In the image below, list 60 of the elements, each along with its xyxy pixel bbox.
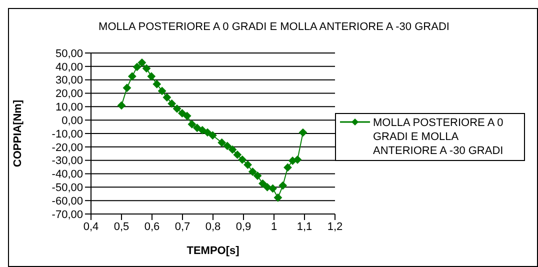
y-tick-label: 0,00	[62, 114, 83, 127]
y-tick-label: -20,00	[52, 142, 83, 154]
point	[188, 120, 196, 128]
point	[168, 100, 176, 108]
x-tick-label: 0,4	[83, 220, 99, 233]
point	[208, 131, 217, 140]
point	[193, 124, 202, 132]
x-tick-label: 0,7	[174, 220, 190, 233]
y-tick-label: -60,00	[52, 195, 83, 208]
x-tick-label: 0,9	[236, 220, 252, 233]
y-tick-label: 50,00	[55, 48, 83, 60]
chart-title: MOLLA POSTERIORE A 0 GRADI E MOLLA ANTERIORE A -30 GRADI	[98, 21, 450, 33]
y-tick-label: -30,00	[52, 155, 83, 168]
point	[183, 112, 192, 120]
x-tick-label: 0,6	[144, 220, 160, 233]
point	[138, 58, 146, 67]
y-tick-label: -70,00	[52, 208, 83, 221]
y-tick-label: 20,00	[55, 88, 83, 100]
point	[128, 72, 136, 80]
point	[173, 104, 182, 113]
point	[118, 101, 126, 110]
point	[158, 86, 166, 95]
point	[298, 128, 307, 137]
point	[274, 194, 282, 202]
point	[284, 163, 292, 172]
x-tick-label: 1,1	[296, 220, 312, 233]
point	[142, 64, 151, 72]
legend-label: MOLLA POSTERIORE A 0 GRADI E MOLLA ANTERIORE A -30 GRADI	[373, 116, 504, 158]
y-axis-title: COPPIA[Nm]	[12, 100, 24, 168]
point	[263, 183, 272, 192]
x-tick-label: 0,8	[205, 220, 221, 233]
point	[198, 126, 206, 134]
point	[178, 109, 186, 118]
point	[223, 142, 232, 150]
point	[233, 150, 242, 159]
point	[133, 62, 142, 71]
y-tick-label: 30,00	[55, 74, 83, 87]
point	[218, 138, 226, 147]
x-axis-title: TEMPO[s]	[186, 245, 240, 257]
x-tick-label: 0,5	[114, 220, 130, 233]
point	[122, 84, 131, 92]
point	[244, 160, 252, 169]
point	[258, 180, 267, 188]
point	[268, 184, 277, 193]
point	[248, 168, 257, 176]
point	[238, 156, 246, 164]
point	[228, 146, 237, 154]
point	[152, 80, 161, 88]
x-tick-label: 1,2	[327, 220, 343, 233]
y-tick-label: 40,00	[55, 61, 83, 74]
y-tick-label: -40,00	[52, 168, 83, 181]
point	[162, 93, 171, 102]
point	[147, 72, 156, 80]
y-tick-label: -10,00	[52, 128, 83, 140]
point	[254, 172, 262, 180]
y-tick-label: 10,00	[55, 102, 83, 114]
x-tick-label: 1	[270, 220, 278, 233]
point	[204, 128, 212, 136]
point	[278, 182, 287, 190]
y-tick-label: -50,00	[52, 182, 83, 194]
